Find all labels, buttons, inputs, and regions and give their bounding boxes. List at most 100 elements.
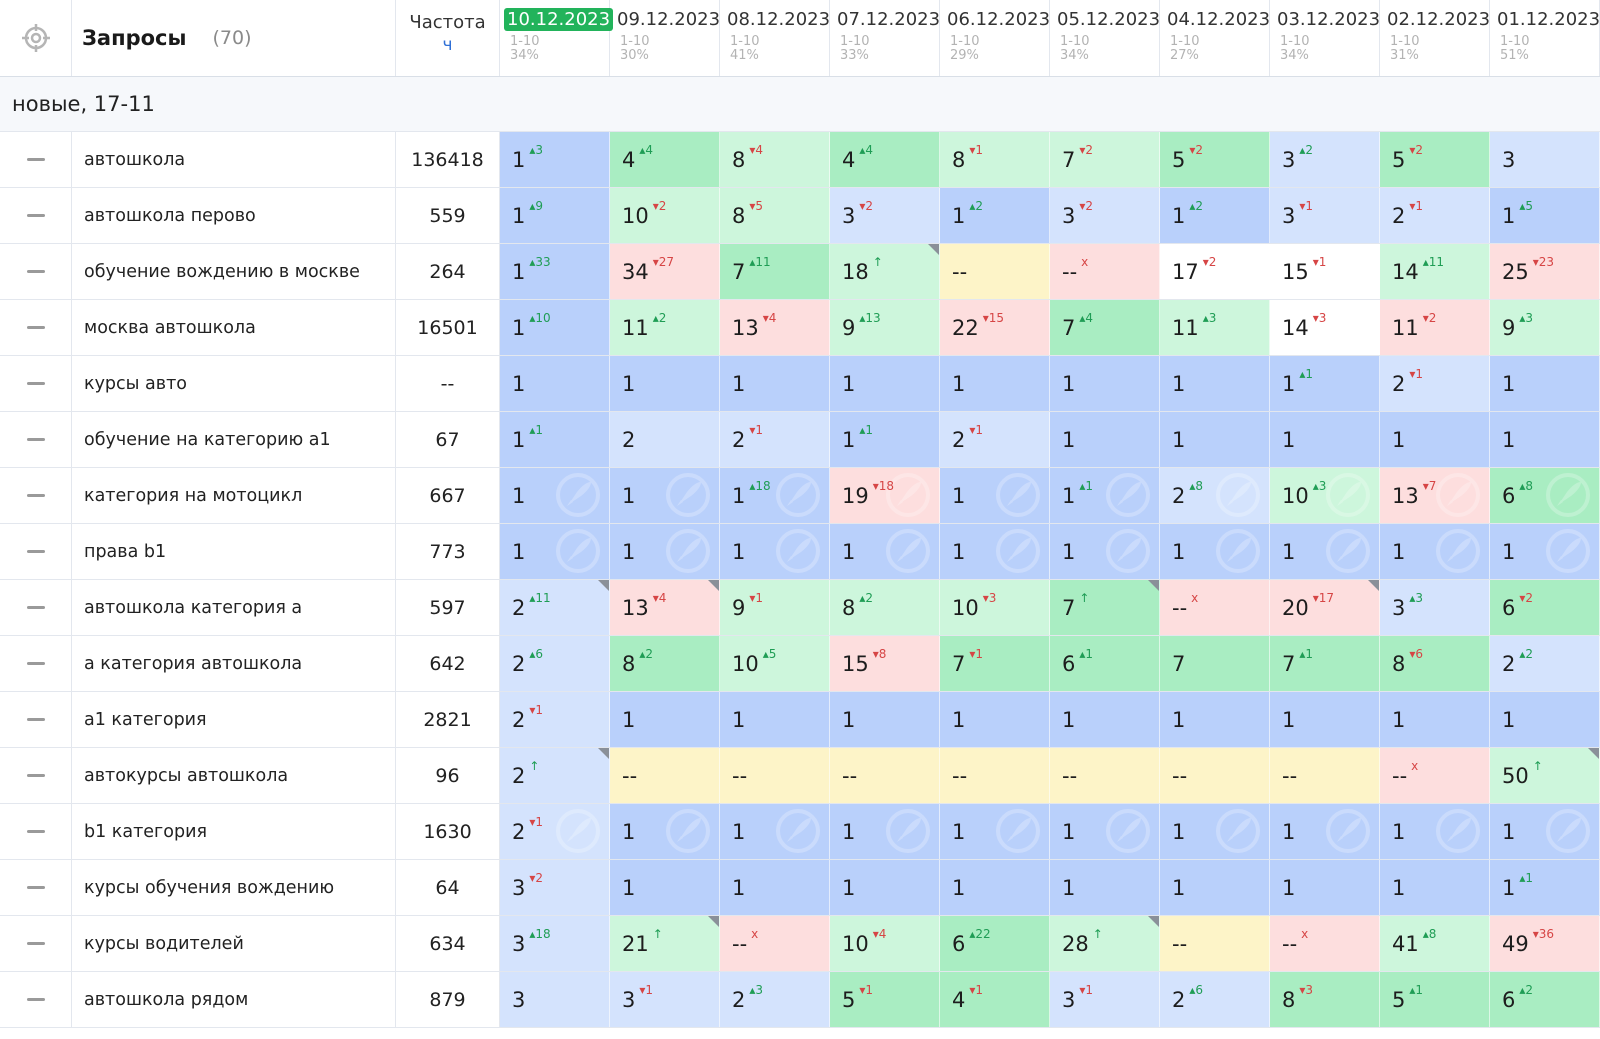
position-cell[interactable]: 10 ▴3 (1270, 468, 1380, 523)
position-cell[interactable]: 15 ▾1 (1270, 244, 1380, 299)
position-cell[interactable]: 1 (830, 692, 940, 747)
position-cell[interactable]: 3 ▾2 (830, 188, 940, 243)
position-cell[interactable]: 1 (1490, 356, 1600, 411)
position-cell[interactable]: -- x (1050, 244, 1160, 299)
row-toggle[interactable] (0, 636, 72, 691)
position-cell[interactable]: 3 (1490, 132, 1600, 187)
position-cell[interactable]: 9 ▾1 (720, 580, 830, 635)
query-text[interactable]: категория на мотоцикл (72, 468, 396, 523)
position-cell[interactable]: 1 (610, 860, 720, 915)
position-cell[interactable]: 3 ▾1 (1050, 972, 1160, 1027)
position-cell[interactable]: 1 ▴1 (1270, 356, 1380, 411)
position-cell[interactable]: 5 ▾1 (830, 972, 940, 1027)
query-text[interactable]: b1 категория (72, 804, 396, 859)
position-cell[interactable]: 3 ▾1 (1270, 188, 1380, 243)
position-cell[interactable]: 1 (830, 356, 940, 411)
position-cell[interactable]: -- x (1270, 916, 1380, 971)
position-cell[interactable]: 8 ▾3 (1270, 972, 1380, 1027)
position-cell[interactable]: 18 ↑ (830, 244, 940, 299)
position-cell[interactable]: 2 ↑ (500, 748, 610, 803)
position-cell[interactable]: 2 ▴6 (500, 636, 610, 691)
date-column-header[interactable]: 10.12.2023 1-10 34% (500, 0, 614, 76)
position-cell[interactable]: 1 (1270, 692, 1380, 747)
position-cell[interactable]: 2 ▾1 (500, 692, 610, 747)
position-cell[interactable]: 3 ▾2 (500, 860, 610, 915)
row-toggle[interactable] (0, 524, 72, 579)
crosshair-icon[interactable] (0, 0, 72, 76)
position-cell[interactable]: 9 ▴3 (1490, 300, 1600, 355)
position-cell[interactable]: 3 ▴2 (1270, 132, 1380, 187)
row-toggle[interactable] (0, 132, 72, 187)
position-cell[interactable]: 1 ▴2 (940, 188, 1050, 243)
position-cell[interactable]: 3 ▴18 (500, 916, 610, 971)
position-cell[interactable]: 6 ▴1 (1050, 636, 1160, 691)
position-cell[interactable]: 1 (720, 804, 830, 859)
position-cell[interactable]: 20 ▾17 (1270, 580, 1380, 635)
position-cell[interactable]: 1 ▴9 (500, 188, 610, 243)
position-cell[interactable]: -- (830, 748, 940, 803)
position-cell[interactable]: 1 (1490, 524, 1600, 579)
position-cell[interactable]: 10 ▾3 (940, 580, 1050, 635)
position-cell[interactable]: 4 ▾1 (940, 972, 1050, 1027)
position-cell[interactable]: 1 (720, 692, 830, 747)
date-column-header[interactable]: 02.12.2023 1-10 31% (1380, 0, 1490, 76)
position-cell[interactable]: 5 ▴1 (1380, 972, 1490, 1027)
frequency-sub-link[interactable]: ч (442, 35, 453, 55)
position-cell[interactable]: 8 ▴2 (610, 636, 720, 691)
position-cell[interactable]: 1 ▴5 (1490, 188, 1600, 243)
date-column-header[interactable]: 03.12.2023 1-10 34% (1270, 0, 1380, 76)
position-cell[interactable]: 1 (500, 524, 610, 579)
position-cell[interactable]: 1 (940, 860, 1050, 915)
position-cell[interactable]: 6 ▴22 (940, 916, 1050, 971)
position-cell[interactable]: 1 (1380, 692, 1490, 747)
query-text[interactable]: автокурсы автошкола (72, 748, 396, 803)
date-column-header[interactable]: 04.12.2023 1-10 27% (1160, 0, 1270, 76)
row-toggle[interactable] (0, 412, 72, 467)
position-cell[interactable]: 7 ↑ (1050, 580, 1160, 635)
position-cell[interactable]: -- x (1160, 580, 1270, 635)
position-cell[interactable]: 11 ▾2 (1380, 300, 1490, 355)
position-cell[interactable]: 2 ▴11 (500, 580, 610, 635)
position-cell[interactable]: 1 ▴33 (500, 244, 610, 299)
position-cell[interactable]: 1 (1160, 412, 1270, 467)
position-cell[interactable]: 1 (610, 468, 720, 523)
position-cell[interactable]: 1 (1160, 356, 1270, 411)
position-cell[interactable]: 1 (1380, 804, 1490, 859)
position-cell[interactable]: -- (940, 748, 1050, 803)
position-cell[interactable]: 1 (1160, 860, 1270, 915)
position-cell[interactable]: 8 ▾6 (1380, 636, 1490, 691)
position-cell[interactable]: 11 ▴2 (610, 300, 720, 355)
position-cell[interactable]: 1 ▴1 (1050, 468, 1160, 523)
date-column-header[interactable]: 09.12.2023 1-10 30% (610, 0, 720, 76)
row-toggle[interactable] (0, 748, 72, 803)
query-text[interactable]: автошкола рядом (72, 972, 396, 1027)
position-cell[interactable]: 1 (940, 524, 1050, 579)
position-cell[interactable]: 1 (940, 692, 1050, 747)
row-toggle[interactable] (0, 580, 72, 635)
date-column-header[interactable]: 07.12.2023 1-10 33% (830, 0, 940, 76)
position-cell[interactable]: 49 ▾36 (1490, 916, 1600, 971)
position-cell[interactable]: 1 (1490, 692, 1600, 747)
position-cell[interactable]: 1 (1270, 524, 1380, 579)
position-cell[interactable]: -- x (720, 916, 830, 971)
position-cell[interactable]: 11 ▴3 (1160, 300, 1270, 355)
date-column-header[interactable]: 08.12.2023 1-10 41% (720, 0, 830, 76)
position-cell[interactable]: 3 ▾1 (610, 972, 720, 1027)
row-toggle[interactable] (0, 860, 72, 915)
position-cell[interactable]: 25 ▾23 (1490, 244, 1600, 299)
query-text[interactable]: курсы обучения вождению (72, 860, 396, 915)
position-cell[interactable]: 2 ▾1 (720, 412, 830, 467)
row-toggle[interactable] (0, 356, 72, 411)
position-cell[interactable]: 1 (830, 860, 940, 915)
position-cell[interactable]: -- (1050, 748, 1160, 803)
position-cell[interactable]: -- (720, 748, 830, 803)
position-cell[interactable]: 10 ▾4 (830, 916, 940, 971)
frequency-header[interactable]: Частота ч (396, 0, 500, 76)
position-cell[interactable]: 1 (1490, 412, 1600, 467)
position-cell[interactable]: 1 (720, 524, 830, 579)
position-cell[interactable]: 6 ▴8 (1490, 468, 1600, 523)
position-cell[interactable]: 2 ▾1 (1380, 188, 1490, 243)
position-cell[interactable]: 1 (500, 356, 610, 411)
position-cell[interactable]: 1 ▴1 (500, 412, 610, 467)
position-cell[interactable]: 1 (940, 356, 1050, 411)
